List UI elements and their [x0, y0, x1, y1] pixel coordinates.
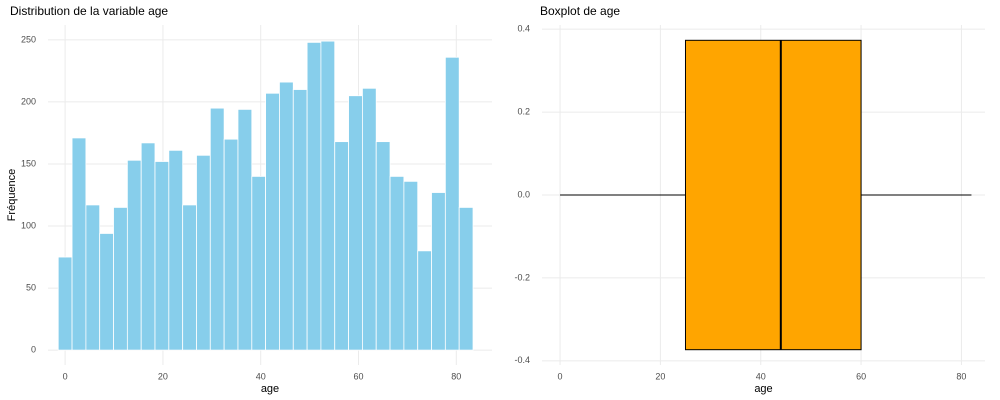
- bar: [362, 87, 377, 351]
- bar: [57, 256, 73, 351]
- y-axis-title: Fréquence: [6, 169, 18, 222]
- bar: [237, 108, 253, 351]
- bar: [279, 81, 294, 351]
- y-tick-label: -0.2: [514, 272, 530, 282]
- chart-title: Distribution de la variable age: [10, 4, 168, 18]
- bar: [389, 175, 405, 351]
- x-axis-title: age: [754, 383, 772, 395]
- x-tick-label: 60: [353, 371, 363, 381]
- y-tick-label: 200: [21, 96, 36, 106]
- bar: [154, 161, 170, 351]
- x-tick-label: 0: [558, 371, 563, 381]
- x-tick-label: 0: [63, 371, 68, 381]
- bar: [375, 141, 391, 351]
- bar: [292, 89, 308, 351]
- bar: [113, 207, 128, 351]
- bar: [458, 207, 474, 351]
- bar: [182, 204, 197, 351]
- box: [684, 39, 862, 351]
- bar: [306, 41, 322, 351]
- y-tick-label: 250: [21, 34, 36, 44]
- x-axis-title: age: [261, 383, 279, 395]
- bar: [140, 142, 156, 351]
- x-tick-label: 40: [256, 371, 266, 381]
- bar: [348, 95, 363, 351]
- bar: [168, 149, 184, 351]
- bar: [334, 141, 349, 351]
- bar: [431, 192, 446, 351]
- bar: [196, 154, 211, 351]
- bar: [444, 56, 460, 351]
- bar: [126, 159, 142, 351]
- bar: [99, 233, 114, 351]
- y-tick-label: 0.2: [517, 106, 530, 116]
- bar: [265, 92, 280, 351]
- y-tick-label: -0.4: [514, 355, 530, 365]
- x-tick-label: 20: [158, 371, 168, 381]
- x-tick-label: 20: [655, 371, 665, 381]
- bar: [209, 107, 225, 351]
- y-tick-label: 0.0: [517, 189, 530, 199]
- bar: [251, 175, 266, 351]
- bar: [71, 137, 87, 351]
- x-tick-label: 80: [956, 371, 966, 381]
- y-tick-label: 100: [21, 220, 36, 230]
- bar: [417, 250, 432, 351]
- bar: [320, 40, 336, 351]
- x-tick-label: 60: [856, 371, 866, 381]
- bar: [223, 138, 239, 351]
- y-tick-label: 150: [21, 158, 36, 168]
- y-tick-label: 0: [31, 344, 36, 354]
- y-tick-label: 0.4: [517, 24, 530, 34]
- bar: [85, 204, 101, 351]
- y-tick-label: 50: [26, 282, 36, 292]
- chart-title: Boxplot de age: [540, 4, 620, 18]
- bar: [403, 180, 419, 351]
- x-tick-label: 40: [756, 371, 766, 381]
- x-tick-label: 80: [451, 371, 461, 381]
